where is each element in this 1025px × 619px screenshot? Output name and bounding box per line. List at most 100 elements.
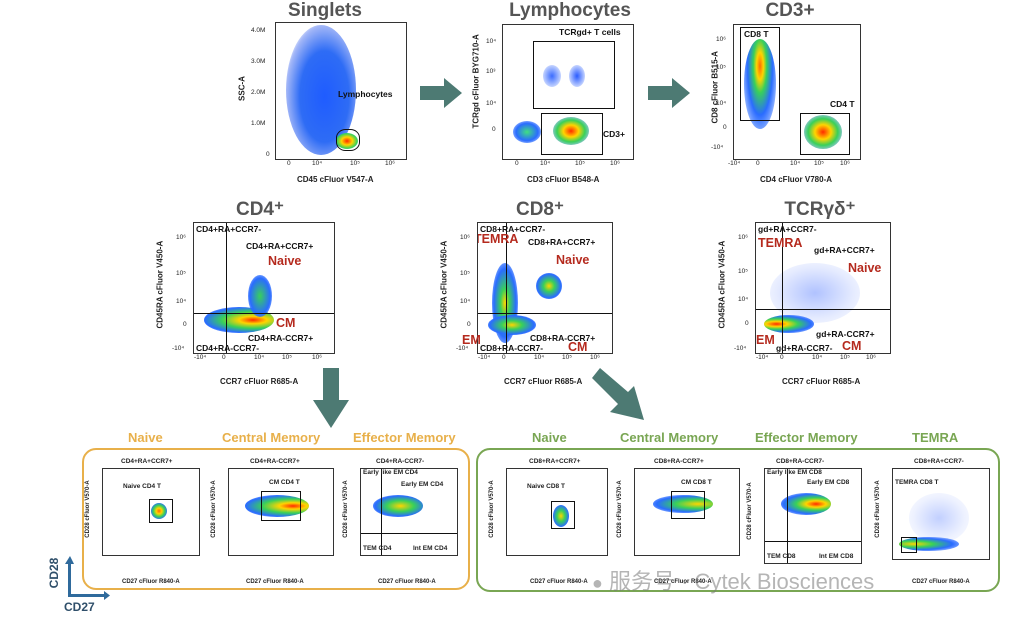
lymph-ytick: 10³ — [486, 68, 496, 75]
lymph-ytick: 10⁴ — [486, 38, 497, 45]
cd4-ytick: 10⁵ — [176, 270, 186, 277]
cd8-q-lr: CD8+RA-CCR7+ — [530, 333, 596, 343]
sub-plot-title: CD8+RA-CCR7+ — [654, 458, 704, 465]
arrow-right-icon — [420, 78, 462, 108]
sub-q-ur: Early EM CD4 — [401, 481, 444, 488]
cd3-xtick: 10⁴ — [790, 160, 801, 167]
cd4-xtick: 10⁶ — [312, 354, 322, 361]
tcrgd-ytick: 10⁴ — [738, 296, 749, 303]
cd4-xtick: 10⁵ — [282, 354, 292, 361]
cd8-em-plot: Early like EM CD8 Early EM CD8 TEM CD8 I… — [764, 468, 862, 564]
cd4-subsets-box — [82, 448, 470, 590]
lymph-gate-tcrgd-label: TCRgd+ T cells — [559, 27, 621, 37]
sub-gate-label: Naive CD4 T — [123, 483, 161, 490]
cd8-xtick: -10⁴ — [478, 354, 491, 361]
sub-q-lr: Int EM CD4 — [413, 545, 448, 552]
sub-q-ur: Early EM CD8 — [807, 479, 850, 486]
singlets-ytick: 2.0M — [251, 89, 266, 96]
tcrgd-ylabel: CD45RA cFluor V450-A — [717, 240, 727, 329]
sub-xlabel: CD27 cFluor R840-A — [122, 579, 180, 585]
cd3-plot: CD8 T CD4 T — [733, 24, 861, 160]
cd4-header-naive: Naive — [128, 430, 163, 445]
sub-ylabel: CD28 cFluor V570-A — [617, 480, 623, 538]
sub-ylabel: CD28 cFluor V570-A — [489, 480, 495, 538]
sub-pop — [899, 537, 959, 551]
arrow-down-icon — [313, 368, 349, 428]
cd3-gate-cd4 — [800, 113, 850, 155]
lymph-xtick: 0 — [515, 160, 519, 167]
cd3-ytick: 10⁴ — [716, 100, 727, 107]
cd8-quad-h — [478, 313, 612, 315]
singlets-ytick: 0 — [266, 151, 270, 158]
tcrgd-quad-h — [756, 309, 890, 311]
cd3-ytick: 10⁶ — [716, 36, 726, 43]
cd4-xtick: -10⁴ — [194, 354, 207, 361]
cd8-xtick: 0 — [502, 354, 506, 361]
watermark: ● 服务号 · Cytek Biosciences — [592, 564, 874, 596]
cd8-ylabel: CD45RA cFluor V450-A — [439, 240, 449, 329]
tcrgd-ytick: 10⁶ — [738, 234, 748, 241]
singlets-xtick: 10⁶ — [385, 160, 395, 167]
sub-plot-title: CD4+RA+CCR7+ — [121, 458, 173, 465]
sub-gate — [551, 501, 575, 529]
sub-ylabel: CD28 cFluor V570-A — [85, 480, 91, 538]
cd4-em-plot: Early like EM CD4 Early EM CD4 TEM CD4 I… — [360, 468, 458, 556]
cd3-xtick: -10⁴ — [728, 160, 741, 167]
sub-quad-h — [765, 541, 861, 543]
cd8-pop-em — [488, 315, 536, 335]
cd4-cm-label: CM — [276, 316, 296, 330]
sub-xlabel: CD27 cFluor R840-A — [530, 579, 588, 585]
tcrgd-q-ul: gd+RA+CCR7- — [758, 224, 817, 234]
cd8-temra-label: TEMRA — [477, 232, 519, 246]
axes-legend-icon — [65, 556, 110, 600]
sub-q-ll: TEM CD8 — [767, 553, 796, 560]
cd4-xlabel: CCR7 cFluor R685-A — [220, 377, 299, 386]
tcrgd-q-ll: gd+RA-CCR7- — [776, 343, 833, 353]
sub-pop — [151, 503, 167, 519]
cd3-xtick: 10⁵ — [814, 160, 824, 167]
lymph-pop-cd3neg — [513, 121, 541, 143]
sub-quad-v — [787, 469, 789, 563]
lymph-pop-tcrgd1 — [543, 65, 561, 87]
sub-gate-label: CM CD8 T — [681, 479, 712, 486]
cd3-pop-cd4 — [804, 115, 842, 149]
sub-gate — [901, 537, 917, 553]
cd4-q-ll: CD4+RA-CCR7- — [196, 343, 260, 353]
cd4-naive-plot: Naive CD4 T — [102, 468, 200, 556]
sub-gate — [149, 499, 173, 523]
tcrgd-ytick: 10⁵ — [738, 268, 748, 275]
arrow-right-icon — [648, 78, 690, 108]
watermark-text: 服务号 · Cytek Biosciences — [609, 569, 875, 594]
cd3-ytick: 0 — [723, 124, 727, 131]
sub-pop-sparse — [909, 493, 969, 543]
cd3-xlabel: CD4 cFluor V780-A — [760, 175, 833, 184]
legend-x-label: CD27 — [64, 600, 95, 614]
cd4-xtick: 0 — [222, 354, 226, 361]
cd4-plot: CD4+RA+CCR7- CD4+RA+CCR7+ CD4+RA-CCR7+ C… — [193, 222, 335, 354]
cd8-pop-naive — [536, 273, 562, 299]
singlets-ylabel: SSC-A — [237, 76, 247, 101]
tcrgd-ytick: 0 — [745, 320, 749, 327]
singlets-xtick: 10⁵ — [350, 160, 360, 167]
lymphocytes-title: Lymphocytes — [509, 0, 631, 21]
cd8-naive-plot: Naive CD8 T — [506, 468, 608, 556]
singlets-xtick: 10⁴ — [312, 160, 323, 167]
cd3-title: CD3+ — [765, 0, 815, 21]
lymph-xtick: 10⁴ — [540, 160, 551, 167]
cd4-q-lr: CD4+RA-CCR7+ — [248, 333, 314, 343]
tcrgd-ytick: -10⁴ — [734, 345, 747, 352]
cd8-ytick: 10⁵ — [460, 270, 470, 277]
arrow-diagonal-icon — [592, 368, 644, 420]
cd4-ytick: -10⁴ — [172, 345, 185, 352]
sub-xlabel: CD27 cFluor R840-A — [654, 579, 712, 585]
sub-q-ll: TEM CD4 — [363, 545, 392, 552]
cd4-naive-label: Naive — [268, 254, 302, 268]
cd8-quad-v — [506, 223, 508, 353]
lymphocytes-plot: TCRgd+ T cells CD3+ — [502, 24, 634, 160]
cd8-title: CD8⁺ — [515, 199, 565, 220]
lymph-xtick: 10⁶ — [610, 160, 620, 167]
lymphocytes-ylabel: TCRgd cFluor BYG710-A — [471, 34, 481, 129]
sub-pop — [553, 505, 569, 527]
sub-plot-title: CD8+RA-CCR7- — [776, 458, 825, 465]
cd4-q-ul: CD4+RA+CCR7- — [196, 224, 262, 234]
